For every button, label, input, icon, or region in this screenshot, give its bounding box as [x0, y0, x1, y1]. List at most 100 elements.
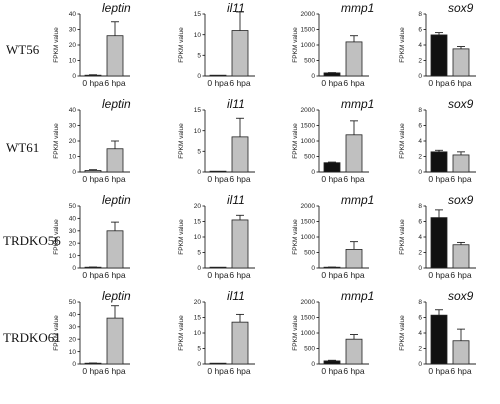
x-tick-label: 6 hpa: [104, 174, 126, 184]
y-tick-label: 4: [418, 234, 422, 241]
y-tick-label: 10: [194, 330, 202, 337]
row-labels: WT56 WT61 TRDKO56 TRDKO61: [3, 42, 61, 345]
y-tick-label: 20: [69, 240, 77, 247]
chart-title: mmp1: [341, 289, 374, 303]
y-axis-label: FPKM value: [53, 315, 60, 351]
y-tick-label: 2000: [301, 203, 316, 210]
chart-trdko61-il11: il11 FPKM value 0 5 10 15 20 0 hpa 6 hpa: [178, 289, 255, 376]
y-tick-label: 500: [304, 346, 315, 353]
y-tick-label: 1500: [301, 315, 316, 322]
y-tick-label: 0: [197, 361, 201, 368]
y-tick-label: 10: [69, 58, 77, 65]
y-tick-label: 6: [418, 219, 422, 226]
y-tick-label: 2: [418, 250, 422, 257]
bar-6-hpa: [231, 219, 249, 269]
y-axis-label: FPKM value: [53, 27, 60, 63]
bar-0-hpa: [430, 217, 448, 269]
y-tick-label: 0: [418, 265, 422, 272]
y-tick-label: 2000: [301, 11, 316, 18]
y-tick-label: 0: [72, 361, 76, 368]
bar-6-hpa: [345, 248, 363, 269]
chart-title: leptin: [102, 1, 131, 15]
y-tick-label: 10: [194, 234, 202, 241]
y-tick-label: 40: [69, 312, 77, 319]
bar-6-hpa: [452, 340, 470, 365]
bar-0-hpa: [430, 314, 448, 365]
chart-trdko61-mmp1: mmp1 FPKM value 0 500 1000 1500 2000 0 hpa 6 hpa: [292, 289, 374, 376]
x-tick-label: 0 hpa: [321, 174, 343, 184]
y-axis-label: FPKM value: [399, 123, 406, 159]
chart-wt61-il11: il11 FPKM value 0 5 10 15 0 hpa 6 hpa: [178, 97, 255, 184]
y-tick-label: 0: [72, 169, 76, 176]
y-tick-label: 1000: [301, 138, 316, 145]
chart-title: il11: [227, 193, 245, 207]
y-tick-label: 10: [194, 128, 202, 135]
x-tick-label: 0 hpa: [207, 366, 229, 376]
bar-0-hpa: [430, 151, 448, 173]
chart-trdko56-il11: il11 FPKM value 0 5 10 15 20 0 hpa 6 hpa: [178, 193, 255, 280]
y-tick-label: 2000: [301, 107, 316, 114]
y-axis-label: FPKM value: [178, 27, 185, 63]
chart-title: sox9: [448, 193, 474, 207]
y-tick-label: 0: [311, 265, 315, 272]
y-tick-label: 4: [418, 330, 422, 337]
y-axis-label: FPKM value: [292, 123, 299, 159]
y-tick-label: 500: [304, 154, 315, 161]
y-tick-label: 500: [304, 250, 315, 257]
bar-6-hpa: [106, 148, 124, 173]
chart-wt61-sox9: sox9 FPKM value 0 2 4 6 8 0 hpa 6 hpa: [399, 97, 476, 184]
y-tick-label: 20: [194, 203, 202, 210]
y-tick-label: 30: [69, 324, 77, 331]
y-tick-label: 2: [418, 346, 422, 353]
y-tick-label: 20: [194, 299, 202, 306]
x-tick-label: 0 hpa: [321, 78, 343, 88]
x-tick-label: 6 hpa: [450, 174, 472, 184]
bar-0-hpa: [84, 170, 102, 173]
y-tick-label: 0: [311, 73, 315, 80]
y-tick-label: 0: [311, 361, 315, 368]
y-tick-label: 0: [197, 169, 201, 176]
y-axis-label: FPKM value: [178, 219, 185, 255]
x-tick-label: 0 hpa: [82, 174, 104, 184]
y-tick-label: 20: [69, 138, 77, 145]
y-tick-label: 6: [418, 27, 422, 34]
y-tick-label: 10: [194, 32, 202, 39]
chart-wt56-sox9: sox9 FPKM value 0 2 4 6 8 0 hpa 6 hpa: [399, 1, 476, 88]
bar-0-hpa: [430, 34, 448, 77]
chart-trdko56-mmp1: mmp1 FPKM value 0 500 1000 1500 2000 0 hpa 6 hpa: [292, 193, 374, 280]
y-axis-label: FPKM value: [53, 219, 60, 255]
bar-0-hpa: [209, 170, 227, 173]
bar-0-hpa: [323, 72, 341, 77]
bar-6-hpa: [106, 317, 124, 365]
y-tick-label: 0: [418, 361, 422, 368]
y-tick-label: 0: [418, 73, 422, 80]
bar-6-hpa: [345, 134, 363, 173]
y-tick-label: 15: [194, 107, 202, 114]
x-tick-label: 0 hpa: [428, 366, 450, 376]
chart-title: mmp1: [341, 193, 374, 207]
bar-6-hpa: [452, 154, 470, 173]
chart-title: il11: [227, 289, 245, 303]
y-tick-label: 30: [69, 27, 77, 34]
x-tick-label: 6 hpa: [104, 366, 126, 376]
y-tick-label: 1500: [301, 123, 316, 130]
y-tick-label: 40: [69, 11, 77, 18]
y-axis-label: FPKM value: [292, 315, 299, 351]
chart-title: mmp1: [341, 1, 374, 15]
y-axis-label: FPKM value: [53, 123, 60, 159]
x-tick-label: 0 hpa: [321, 366, 343, 376]
chart-trdko56-leptin: leptin FPKM value 0 10 20 30 40 50 0 hpa 6 hpa: [53, 193, 131, 280]
chart-title: mmp1: [341, 97, 374, 111]
y-tick-label: 5: [197, 149, 201, 156]
bar-0-hpa: [209, 266, 227, 269]
x-tick-label: 6 hpa: [343, 174, 365, 184]
row-label-wt56: WT56: [6, 42, 40, 57]
chart-trdko56-sox9: sox9 FPKM value 0 2 4 6 8 0 hpa 6 hpa: [399, 193, 476, 280]
x-tick-label: 0 hpa: [207, 174, 229, 184]
y-tick-label: 1500: [301, 219, 316, 226]
y-tick-label: 5: [197, 250, 201, 257]
y-tick-label: 1500: [301, 27, 316, 34]
y-tick-label: 30: [69, 228, 77, 235]
chart-title: sox9: [448, 97, 474, 111]
